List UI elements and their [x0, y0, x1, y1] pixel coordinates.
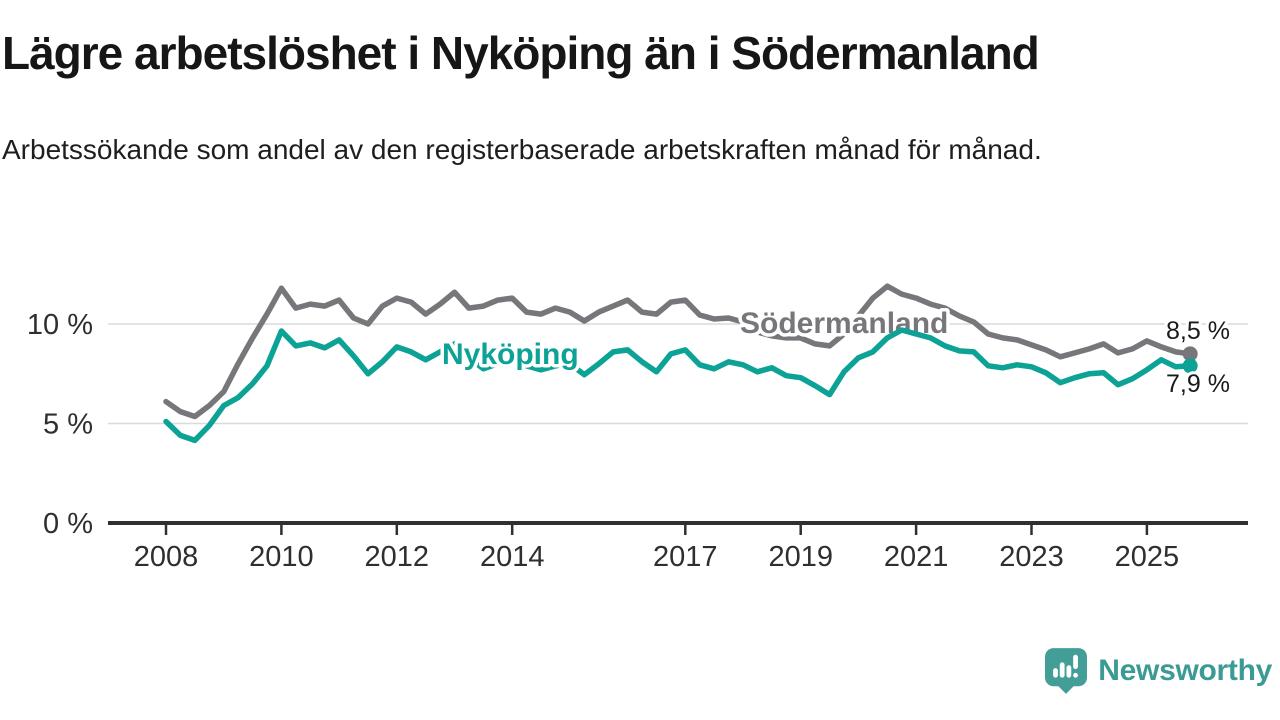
y-axis-label-0: 0 % — [43, 508, 93, 540]
x-axis-label-2019: 2019 — [768, 541, 833, 573]
x-axis-label-2025: 2025 — [1115, 541, 1180, 573]
end-value-label-s-dermanland: 8,5 % — [1166, 317, 1230, 345]
x-axis-label-2023: 2023 — [999, 541, 1064, 573]
x-axis-label-2021: 2021 — [884, 541, 949, 573]
x-axis-label-2008: 2008 — [134, 541, 199, 573]
newsworthy-logo-icon — [1045, 648, 1088, 694]
x-axis-label-2017: 2017 — [653, 541, 718, 573]
series-end-dot-nyk-ping — [1182, 358, 1198, 374]
series-line-s-dermanland — [163, 283, 1193, 420]
newsworthy-logo-text: Newsworthy — [1098, 654, 1272, 687]
page-title: Lägre arbetslöshet i Nyköping än i Söder… — [2, 27, 1040, 79]
newsworthy-logo[interactable]: Newsworthy — [1045, 648, 1272, 694]
y-axis-label-10: 10 % — [27, 309, 93, 341]
series-line-nyk-ping — [163, 327, 1193, 444]
end-value-label-nyk-ping: 7,9 % — [1166, 370, 1230, 398]
x-axis-label-2010: 2010 — [249, 541, 314, 573]
series-end-dot-s-dermanland — [1182, 346, 1198, 362]
y-axis-label-5: 5 % — [43, 409, 93, 441]
series-name-label-s-dermanland: Södermanland — [740, 307, 948, 340]
series-name-label-nyk-ping: Nyköping — [442, 338, 579, 371]
chart-subtitle: Arbetssökande som andel av den registerb… — [2, 134, 1042, 165]
x-axis-label-2014: 2014 — [480, 541, 545, 573]
x-axis-label-2012: 2012 — [365, 541, 430, 573]
